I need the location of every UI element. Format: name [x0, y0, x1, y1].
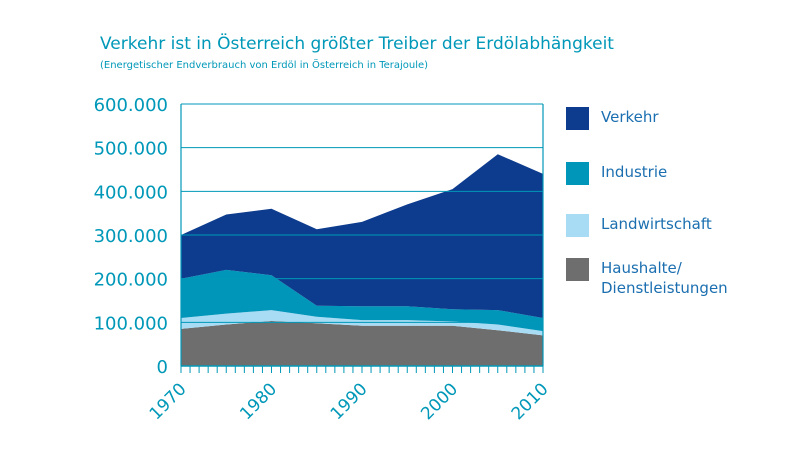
x-tick-label: 2010 — [508, 379, 553, 424]
legend-label-haushalte: Haushalte/ Dienstleistungen — [601, 258, 728, 298]
legend-label-line: Dienstleistungen — [601, 279, 728, 297]
area-haushalte — [181, 321, 543, 366]
area-industrie — [181, 269, 543, 332]
y-tick-label: 300.000 — [94, 226, 168, 247]
legend-item-landwirtschaft: Landwirtschaft — [566, 214, 712, 237]
legend-label-line: Industrie — [601, 163, 668, 181]
chart-title: Verkehr ist in Österreich größter Treibe… — [100, 34, 614, 54]
legend-swatch-haushalte — [566, 258, 589, 281]
legend-swatch-industrie — [566, 162, 589, 185]
legend-label-line: Haushalte/ — [601, 259, 682, 277]
legend-item-industrie: Industrie — [566, 162, 667, 185]
x-tick-label: 1970 — [146, 379, 191, 424]
x-tick-label: 1990 — [327, 379, 372, 424]
legend-label-industrie: Industrie — [601, 162, 667, 182]
legend-label-landwirtschaft: Landwirtschaft — [601, 214, 712, 234]
y-tick-label: 100.000 — [94, 313, 168, 334]
y-tick-label: 500.000 — [94, 139, 168, 160]
x-tick-label: 1980 — [236, 379, 281, 424]
y-tick-label: 200.000 — [94, 270, 168, 291]
x-tick-label: 2000 — [417, 379, 462, 424]
chart-subtitle: (Energetischer Endverbrauch von Erdöl in… — [100, 60, 429, 71]
legend-item-haushalte: Haushalte/ Dienstleistungen — [566, 258, 728, 298]
y-tick-label: 600.000 — [94, 95, 168, 116]
y-tick-label: 0 — [157, 357, 168, 378]
legend-label-line: Landwirtschaft — [601, 215, 712, 233]
legend-label-line: Verkehr — [601, 108, 659, 126]
legend-swatch-landwirtschaft — [566, 214, 589, 237]
y-tick-label: 400.000 — [94, 182, 168, 203]
legend-item-verkehr: Verkehr — [566, 107, 659, 130]
area-verkehr — [181, 154, 543, 318]
legend-swatch-verkehr — [566, 107, 589, 130]
legend-label-verkehr: Verkehr — [601, 107, 659, 127]
